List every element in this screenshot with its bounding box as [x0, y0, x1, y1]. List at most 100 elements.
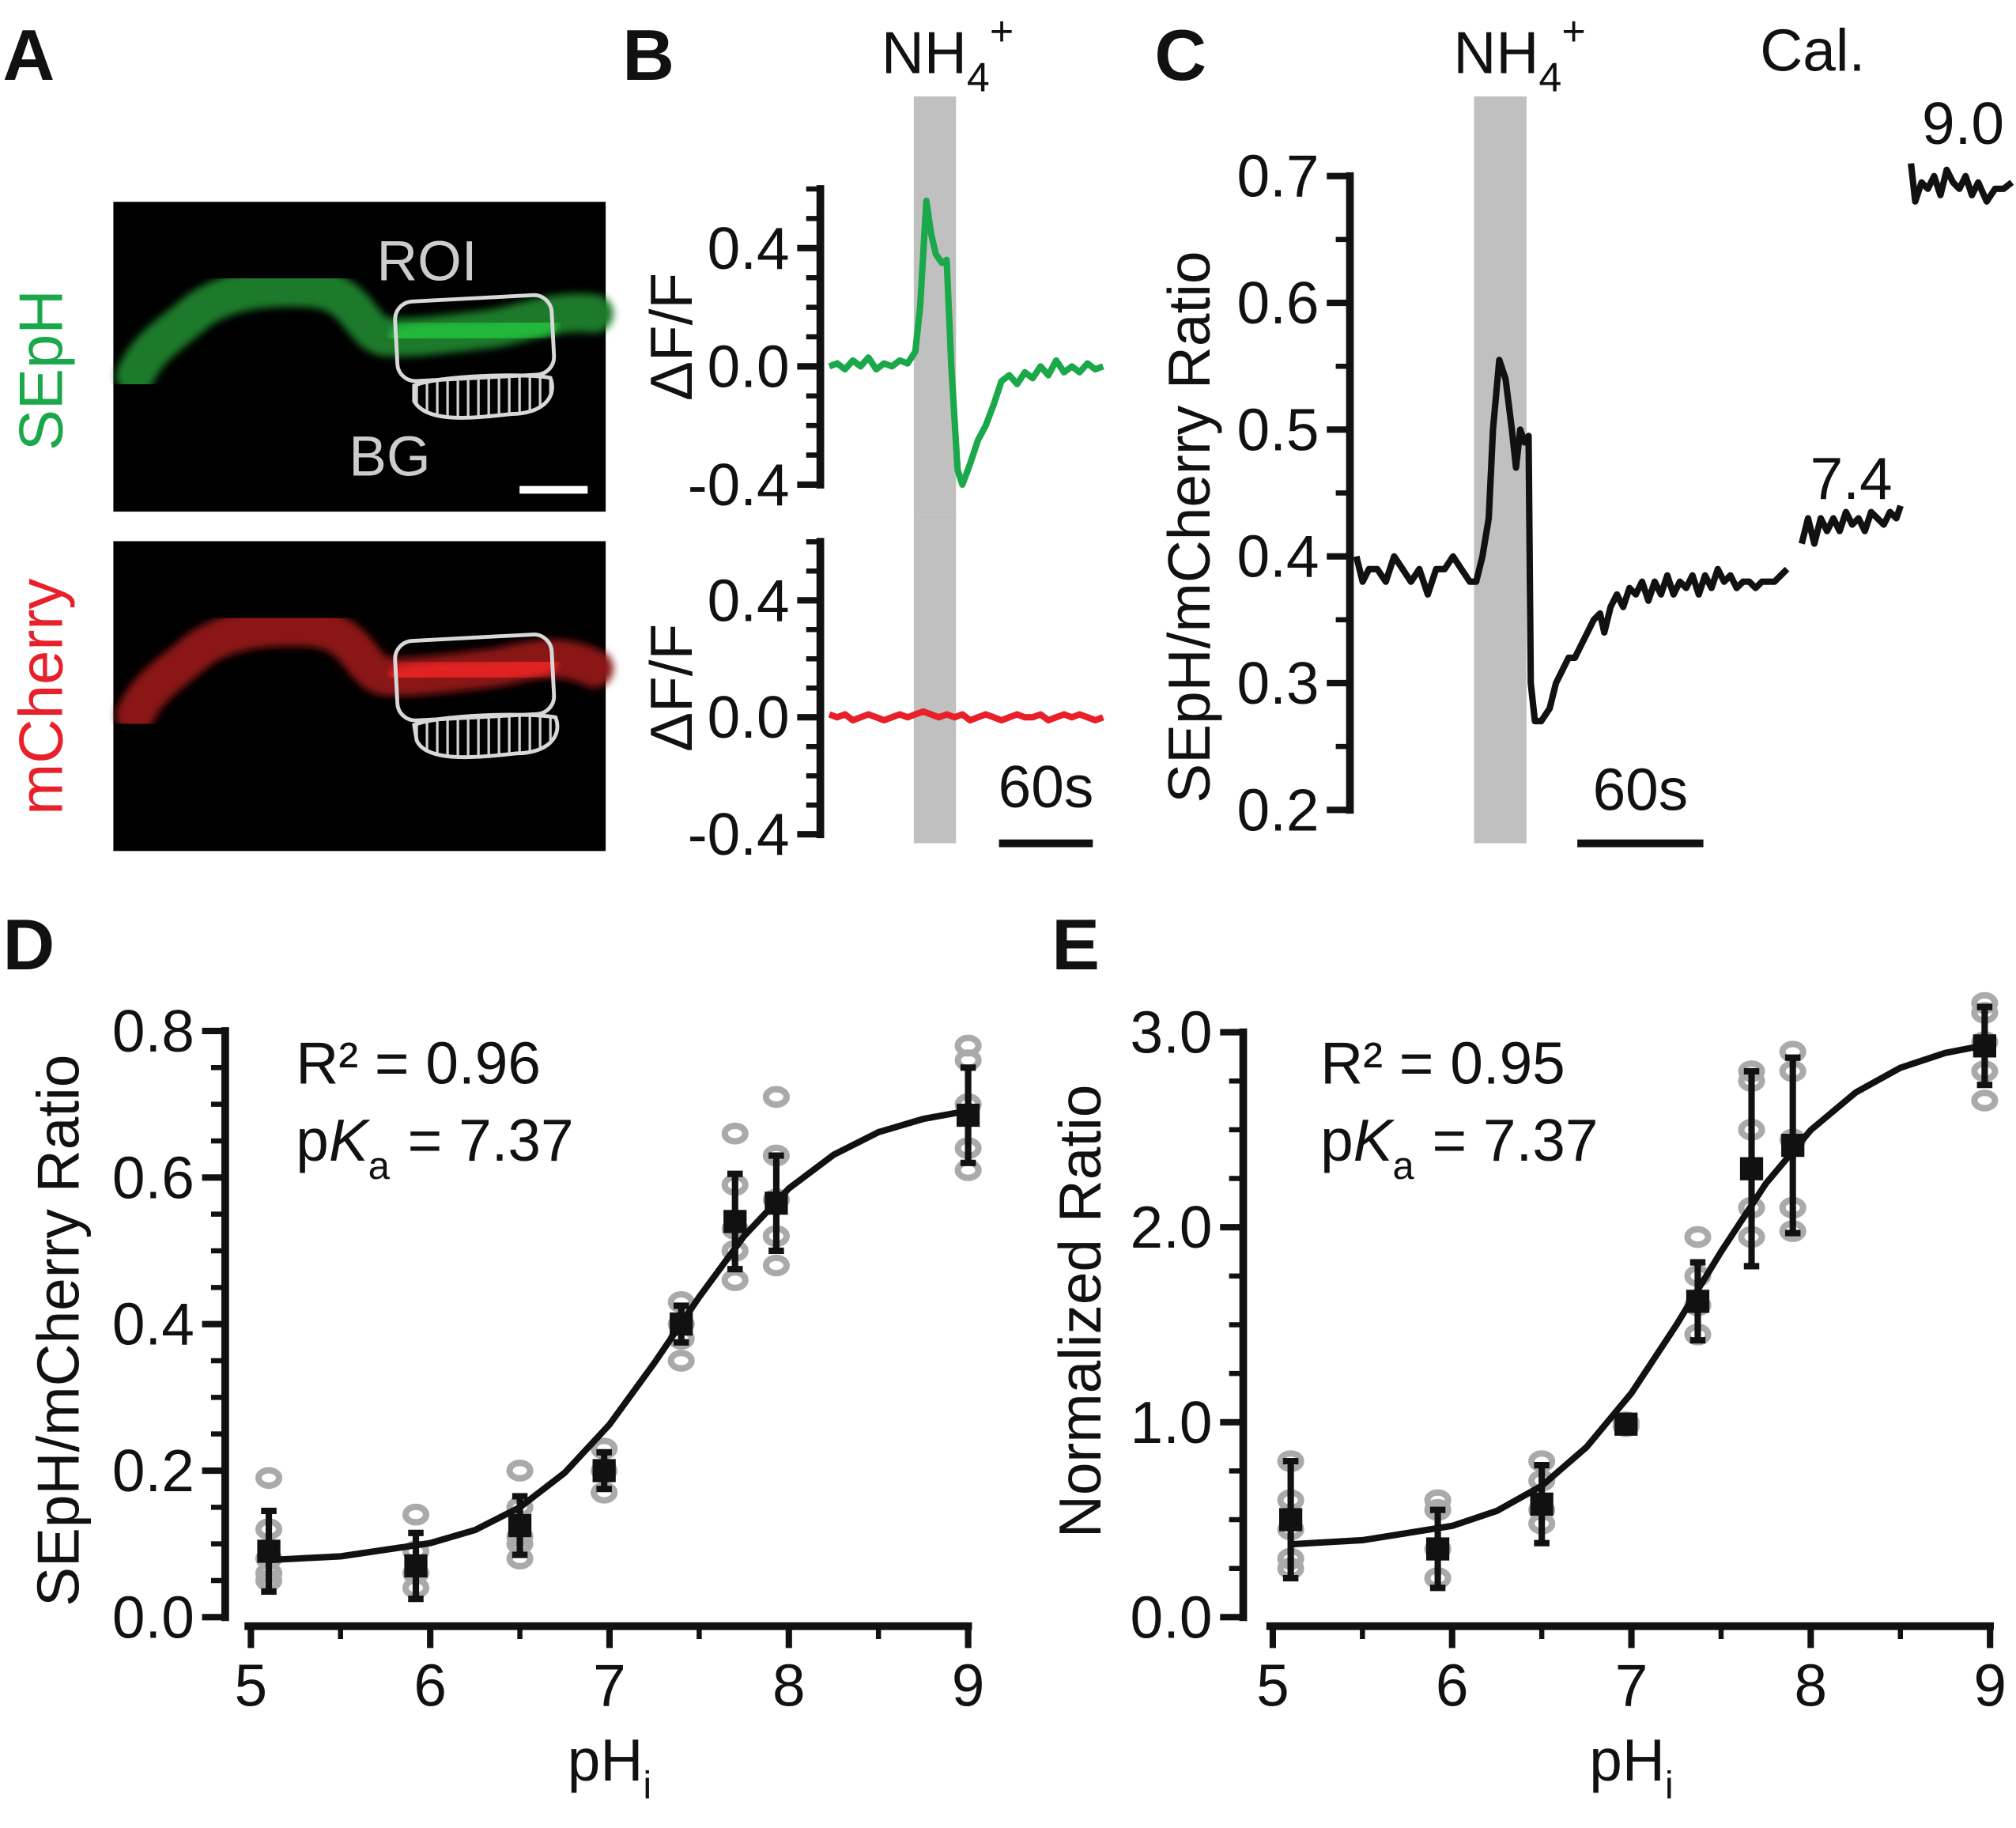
individual-point — [721, 1122, 749, 1145]
annotation: 9.0 — [1922, 90, 2004, 157]
cell-signal — [389, 312, 558, 349]
y-tick-label: 0.5 — [1236, 396, 1319, 463]
y-tick-label: 0.4 — [708, 215, 790, 281]
bg-outline — [412, 373, 554, 420]
mean-marker — [670, 1312, 693, 1336]
trace — [828, 197, 1104, 489]
y-tick-label: 0.4 — [1236, 523, 1319, 590]
stimulus-band — [1474, 96, 1527, 844]
mean-marker — [592, 1459, 616, 1482]
y-tick-label: 0.0 — [708, 333, 790, 399]
x-tick-label: 9 — [1973, 1652, 2007, 1719]
trace — [1353, 163, 2014, 725]
y-tick-label: 0.8 — [112, 998, 194, 1064]
y-axis-label: SEpH/mCherry Ratio — [1156, 251, 1222, 803]
fit-curve — [268, 1107, 969, 1564]
individual-point — [667, 1350, 695, 1372]
annotation: 7.4 — [1810, 445, 1893, 512]
image-background — [113, 541, 606, 852]
individual-point — [506, 1460, 534, 1482]
micrograph-mcherry — [113, 541, 613, 852]
panel-label: A — [3, 16, 55, 96]
y-tick-label: 0.4 — [112, 1291, 194, 1358]
stimulus-superscript: + — [1561, 9, 1585, 55]
y-tick-label: 1.0 — [1131, 1389, 1213, 1456]
pka-label: pKa = 7.37 — [1320, 1107, 1598, 1188]
mean-marker — [257, 1539, 281, 1563]
y-tick-label: 0.6 — [112, 1144, 194, 1210]
stimulus-text: NH — [882, 20, 967, 86]
scale-bar-label: 60s — [1593, 756, 1689, 822]
stimulus-label: NH4+ — [1453, 9, 1585, 101]
mean-marker — [764, 1192, 788, 1215]
trace — [828, 708, 1104, 724]
y-axis-label: ΔF/F — [638, 624, 704, 752]
y-tick-label: 0.0 — [1131, 1584, 1213, 1650]
mean-marker — [1973, 1034, 1996, 1058]
x-tick-label: 9 — [952, 1652, 985, 1719]
cell-signal — [389, 652, 558, 688]
mean-marker — [1739, 1157, 1764, 1180]
y-tick-label: -0.4 — [688, 451, 790, 518]
mean-marker — [1614, 1412, 1638, 1436]
mean-marker — [404, 1554, 428, 1578]
mean-marker — [723, 1210, 747, 1233]
x-tick-label: 6 — [1436, 1652, 1469, 1719]
x-axis-label-subscript: i — [643, 1765, 651, 1807]
channel-label: SEpH — [6, 289, 75, 451]
scale-bar-label: 60s — [999, 753, 1094, 820]
mean-marker — [956, 1103, 980, 1127]
pka-prefix: p — [1320, 1107, 1353, 1173]
y-axis-label: ΔF/F — [638, 273, 704, 401]
x-axis-label: pHi — [1589, 1727, 1673, 1807]
x-axis-label-subscript: i — [1665, 1765, 1674, 1807]
y-tick-label: 0.4 — [708, 567, 790, 633]
annotation: Cal. — [1760, 17, 1865, 83]
roi-label: ROI — [377, 229, 478, 293]
panel-label: C — [1154, 16, 1206, 96]
pka-subscript: a — [1393, 1145, 1415, 1188]
individual-point — [1971, 1090, 1999, 1112]
stimulus-subscript: 4 — [1538, 55, 1561, 100]
mean-marker — [1530, 1492, 1554, 1516]
bg-outline — [412, 712, 560, 760]
y-axis-label: Normalized Ratio — [1047, 1085, 1113, 1539]
individual-point — [762, 1254, 790, 1277]
pka-symbol: K — [329, 1107, 371, 1173]
y-tick-label: 0.2 — [112, 1437, 194, 1504]
x-tick-label: 8 — [1795, 1652, 1828, 1719]
y-tick-label: 3.0 — [1131, 999, 1213, 1066]
y-tick-label: 0.7 — [1236, 143, 1319, 210]
bg-label: BG — [349, 425, 430, 489]
x-tick-label: 5 — [1256, 1652, 1289, 1719]
pka-prefix: p — [296, 1107, 329, 1173]
fit-curve — [1290, 1041, 1991, 1548]
panel-label: B — [622, 16, 674, 96]
x-axis-label-text: pH — [568, 1727, 644, 1793]
individual-point — [721, 1269, 749, 1291]
individual-point — [1684, 1226, 1712, 1248]
panel-label: E — [1051, 905, 1100, 985]
x-tick-label: 8 — [772, 1652, 806, 1719]
pka-value: = 7.37 — [1432, 1107, 1598, 1173]
pka-subscript: a — [368, 1145, 391, 1188]
channel-label: mCherry — [6, 579, 75, 815]
mean-marker — [1425, 1537, 1450, 1561]
panel-label: D — [3, 905, 55, 985]
y-tick-label: 0.3 — [1236, 650, 1319, 716]
individual-point — [402, 1503, 430, 1526]
y-tick-label: 0.0 — [708, 684, 790, 750]
stimulus-subscript: 4 — [967, 55, 990, 100]
mean-marker — [1686, 1290, 1710, 1313]
y-tick-label: -0.4 — [688, 801, 790, 867]
y-tick-label: 2.0 — [1131, 1194, 1213, 1260]
y-axis-label: SEpH/mCherry Ratio — [25, 1055, 91, 1607]
micrograph-sephy: ROI BG — [113, 202, 613, 512]
x-axis-label-text: pH — [1589, 1727, 1665, 1793]
x-tick-label: 7 — [1615, 1652, 1648, 1719]
y-tick-label: 0.2 — [1236, 776, 1319, 843]
stimulus-label: NH4+ — [882, 9, 1014, 101]
image-background — [113, 202, 606, 512]
individual-point — [762, 1086, 790, 1109]
